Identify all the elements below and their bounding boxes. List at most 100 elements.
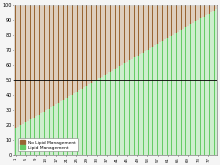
Bar bbox=[60, 101, 62, 155]
Bar bbox=[101, 5, 103, 77]
Bar bbox=[146, 50, 149, 155]
Bar bbox=[128, 60, 131, 155]
Bar bbox=[182, 5, 184, 29]
Bar bbox=[184, 5, 187, 27]
Bar bbox=[144, 5, 146, 51]
Bar bbox=[167, 38, 169, 155]
Bar bbox=[73, 94, 75, 155]
Bar bbox=[42, 5, 45, 112]
Bar bbox=[68, 97, 70, 155]
Bar bbox=[29, 119, 32, 155]
Bar bbox=[187, 5, 189, 26]
Bar bbox=[111, 5, 113, 71]
Bar bbox=[85, 5, 88, 86]
Bar bbox=[14, 128, 17, 155]
Bar bbox=[212, 11, 215, 155]
Bar bbox=[207, 14, 210, 155]
Bar bbox=[42, 112, 45, 155]
Bar bbox=[29, 5, 32, 119]
Bar bbox=[154, 45, 156, 155]
Bar bbox=[19, 5, 22, 125]
Bar bbox=[80, 5, 83, 89]
Bar bbox=[95, 80, 98, 155]
Bar bbox=[113, 69, 116, 155]
Bar bbox=[85, 86, 88, 155]
Bar bbox=[202, 5, 205, 17]
Bar bbox=[24, 5, 27, 122]
Bar bbox=[62, 99, 65, 155]
Bar bbox=[80, 89, 83, 155]
Bar bbox=[184, 27, 187, 155]
Bar bbox=[83, 87, 85, 155]
Bar bbox=[65, 5, 68, 98]
Bar bbox=[70, 5, 73, 95]
Bar bbox=[14, 5, 17, 128]
Bar bbox=[35, 5, 37, 116]
Bar bbox=[212, 5, 215, 11]
Bar bbox=[194, 21, 197, 155]
Bar bbox=[37, 115, 40, 155]
Bar bbox=[121, 5, 123, 65]
Bar bbox=[78, 5, 80, 90]
Bar bbox=[136, 5, 139, 56]
Bar bbox=[174, 5, 177, 33]
Bar bbox=[17, 5, 19, 127]
Bar bbox=[40, 113, 42, 155]
Bar bbox=[75, 92, 78, 155]
Bar bbox=[111, 71, 113, 155]
Bar bbox=[192, 5, 194, 23]
Bar bbox=[177, 5, 179, 32]
Bar bbox=[144, 51, 146, 155]
Bar bbox=[50, 107, 52, 155]
Bar bbox=[215, 9, 217, 155]
Bar bbox=[47, 109, 50, 155]
Bar bbox=[202, 17, 205, 155]
Bar bbox=[52, 106, 55, 155]
Bar bbox=[164, 5, 167, 39]
Bar bbox=[57, 5, 60, 102]
Bar bbox=[192, 23, 194, 155]
Bar bbox=[103, 75, 106, 155]
Bar bbox=[131, 5, 134, 59]
Bar bbox=[27, 121, 29, 155]
Bar bbox=[161, 41, 164, 155]
Bar bbox=[45, 110, 47, 155]
Bar bbox=[161, 5, 164, 41]
Bar bbox=[116, 5, 118, 68]
Bar bbox=[139, 54, 141, 155]
Bar bbox=[108, 5, 111, 72]
Bar bbox=[141, 53, 144, 155]
Bar bbox=[60, 5, 62, 101]
Bar bbox=[22, 5, 24, 124]
Bar bbox=[47, 5, 50, 109]
Bar bbox=[78, 90, 80, 155]
Bar bbox=[197, 5, 200, 20]
Bar bbox=[116, 68, 118, 155]
Bar bbox=[57, 102, 60, 155]
Bar bbox=[207, 5, 210, 14]
Bar bbox=[118, 5, 121, 66]
Bar bbox=[169, 5, 172, 36]
Bar bbox=[146, 5, 149, 50]
Bar bbox=[131, 59, 134, 155]
Bar bbox=[17, 127, 19, 155]
Bar bbox=[32, 5, 35, 117]
Bar bbox=[22, 124, 24, 155]
Bar bbox=[45, 5, 47, 110]
Bar bbox=[101, 77, 103, 155]
Bar bbox=[139, 5, 141, 54]
Bar bbox=[210, 12, 212, 155]
Bar bbox=[149, 48, 151, 155]
Bar bbox=[187, 26, 189, 155]
Bar bbox=[70, 95, 73, 155]
Bar bbox=[179, 5, 182, 30]
Bar bbox=[200, 5, 202, 18]
Bar bbox=[106, 74, 108, 155]
Bar bbox=[98, 5, 101, 78]
Bar bbox=[88, 84, 90, 155]
Bar bbox=[205, 15, 207, 155]
Bar bbox=[65, 98, 68, 155]
Bar bbox=[156, 5, 159, 44]
Bar bbox=[121, 65, 123, 155]
Bar bbox=[174, 33, 177, 155]
